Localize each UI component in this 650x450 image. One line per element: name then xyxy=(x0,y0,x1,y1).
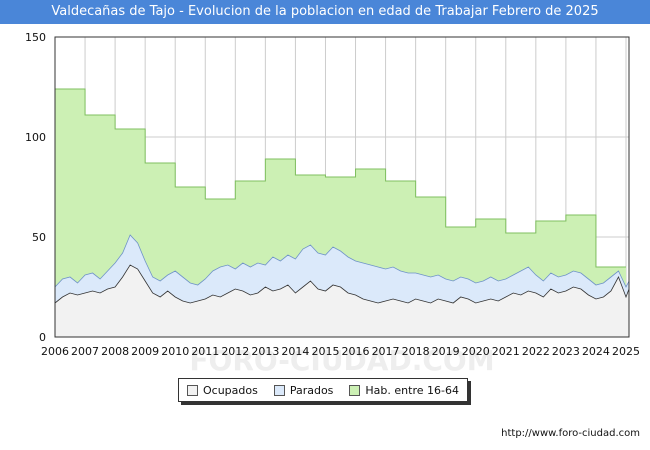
series-parados-line xyxy=(54,234,630,288)
x-tick-label: 2019 xyxy=(432,345,460,358)
legend-swatch-ocupados xyxy=(186,384,198,396)
x-tick-label: 2023 xyxy=(552,345,580,358)
x-tick-label: 2013 xyxy=(251,345,279,358)
source-url: http://www.foro-ciudad.com xyxy=(501,428,640,439)
x-tick-label: 2014 xyxy=(281,345,309,358)
series-ocupados-area xyxy=(55,265,629,337)
x-tick-label: 2025 xyxy=(612,345,640,358)
x-tick-label: 2016 xyxy=(342,345,370,358)
series-ocupados-line xyxy=(54,264,630,304)
watermark: FORO-CIUDAD.COM xyxy=(189,344,494,377)
x-tick-label: 2022 xyxy=(522,345,550,358)
x-tick-label: 2018 xyxy=(402,345,430,358)
y-tick-label: 50 xyxy=(32,231,46,244)
x-tick-label: 2021 xyxy=(492,345,520,358)
legend-label-parados: Parados xyxy=(289,383,334,397)
x-tick-label: 2017 xyxy=(372,345,400,358)
legend-swatch-parados xyxy=(273,384,285,396)
x-tick-label: 2008 xyxy=(101,345,129,358)
x-tick-label: 2007 xyxy=(71,345,99,358)
x-tick-label: 2011 xyxy=(191,345,219,358)
legend-label-ocupados: Ocupados xyxy=(202,383,258,397)
series-hab-line xyxy=(55,88,626,268)
legend-label-hab: Hab. entre 16-64 xyxy=(365,383,459,397)
series-hab-area xyxy=(55,89,626,337)
plot-frame xyxy=(54,36,630,338)
legend-swatch-hab xyxy=(349,384,361,396)
y-tick-label: 0 xyxy=(39,331,46,344)
x-tick-label: 2015 xyxy=(311,345,339,358)
legend-item-parados: Parados xyxy=(273,383,334,397)
legend-item-ocupados: Ocupados xyxy=(186,383,258,397)
x-tick-label: 2010 xyxy=(161,345,189,358)
legend-item-hab: Hab. entre 16-64 xyxy=(349,384,459,397)
x-tick-label: 2012 xyxy=(221,345,249,358)
x-tick-label: 2009 xyxy=(131,345,159,358)
chart-title: Valdecañas de Tajo - Evolucion de la pob… xyxy=(0,0,650,24)
y-tick-label: 100 xyxy=(25,131,46,144)
y-tick-label: 150 xyxy=(25,31,46,44)
x-tick-label: 2006 xyxy=(41,345,69,358)
x-tick-label: 2020 xyxy=(462,345,490,358)
legend: Ocupados Parados Hab. entre 16-64 xyxy=(178,378,468,402)
x-tick-label: 2024 xyxy=(582,345,610,358)
